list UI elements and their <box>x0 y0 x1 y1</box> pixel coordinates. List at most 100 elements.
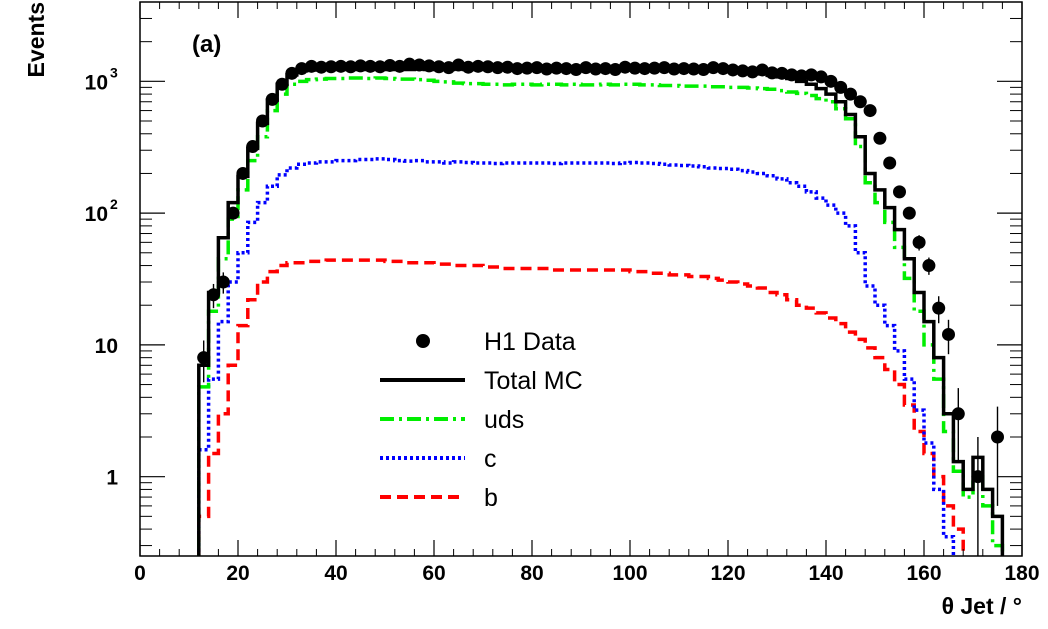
x-tick-label: 20 <box>226 562 249 585</box>
data-point <box>481 60 495 74</box>
data-point <box>932 301 946 315</box>
data-point <box>775 66 789 80</box>
data-point <box>540 62 554 76</box>
x-tick-label: 80 <box>520 562 543 585</box>
y-tick-label: 10 <box>95 335 118 358</box>
series-layer <box>197 57 1005 556</box>
legend-label: b <box>484 484 498 512</box>
data-point <box>844 87 857 101</box>
data-point <box>461 60 475 74</box>
data-point <box>373 60 387 74</box>
y-tick-label: 10 <box>85 71 108 94</box>
data-point <box>354 59 367 73</box>
x-tick-label: 160 <box>906 562 941 585</box>
legend-label: H1 Data <box>484 328 576 356</box>
data-point <box>246 140 260 154</box>
legend-label: c <box>484 445 497 473</box>
data-point <box>863 104 877 118</box>
data-point <box>697 62 710 76</box>
data-point <box>412 58 426 72</box>
x-tick-label: 40 <box>324 562 347 585</box>
data-point <box>687 62 701 76</box>
x-tick-label: 120 <box>710 562 745 585</box>
data-point <box>275 77 289 91</box>
data-point <box>657 61 671 75</box>
data-point <box>716 62 730 76</box>
data-point <box>883 156 897 170</box>
y-tick-exponent: 3 <box>110 64 118 80</box>
data-point <box>755 63 769 77</box>
data-point <box>314 60 328 74</box>
y-tick-label: 10 <box>85 203 108 226</box>
data-point <box>501 60 514 74</box>
data-point <box>873 131 887 145</box>
data-point <box>834 80 848 94</box>
y-tick-exponent: 2 <box>110 196 118 212</box>
data-point <box>589 62 603 76</box>
data-point <box>442 61 456 75</box>
data-point <box>608 62 622 76</box>
data-point <box>265 92 279 106</box>
x-tick-label: 140 <box>808 562 843 585</box>
data-point <box>638 62 652 76</box>
data-point <box>902 206 916 220</box>
data-point <box>648 61 661 75</box>
y-axis-title: Events <box>23 2 49 77</box>
data-point <box>599 62 612 76</box>
data-point <box>795 69 808 83</box>
data-point <box>922 259 936 273</box>
data-point <box>216 275 230 289</box>
data-point <box>344 60 358 74</box>
data-point <box>226 206 240 220</box>
x-tick-label: 60 <box>422 562 445 585</box>
series-b <box>197 258 965 556</box>
y-tick-label: 1 <box>106 467 118 490</box>
data-point <box>912 235 926 249</box>
data-point <box>942 327 955 341</box>
data-point <box>432 60 446 74</box>
data-point <box>853 95 867 109</box>
data-point <box>706 61 720 75</box>
data-point <box>550 61 563 75</box>
data-point <box>422 59 436 73</box>
data-point <box>814 70 828 84</box>
data-point <box>677 62 691 76</box>
data-point <box>305 59 318 73</box>
data-point <box>991 430 1004 444</box>
data-point <box>236 166 250 180</box>
data-point <box>510 62 524 76</box>
data-point <box>667 62 681 76</box>
data-point <box>569 62 583 76</box>
data-point <box>893 185 906 199</box>
data-point <box>736 64 750 78</box>
data-point <box>334 59 348 73</box>
series-uds <box>197 76 1005 556</box>
data-point <box>726 63 740 77</box>
series-total-mc <box>197 67 1005 556</box>
legend-key-h1-data <box>416 334 430 348</box>
data-point <box>452 58 465 72</box>
data-point <box>530 61 544 75</box>
data-point <box>804 68 818 82</box>
data-point <box>363 59 377 73</box>
data-point <box>256 114 269 128</box>
data-point <box>628 61 642 75</box>
legend-label: Total MC <box>484 367 583 395</box>
legend: H1 Data Total MC uds cb <box>380 328 583 512</box>
panel-label: (a) <box>192 31 221 58</box>
data-point <box>951 407 965 421</box>
data-point <box>471 59 485 73</box>
data-point <box>559 62 573 76</box>
series-c <box>197 157 956 556</box>
data-point <box>324 60 338 74</box>
data-point <box>295 62 309 76</box>
x-tick-label: 180 <box>1004 562 1039 585</box>
data-point <box>491 61 505 75</box>
data-point <box>785 68 799 82</box>
data-point <box>207 288 220 302</box>
data-point <box>383 58 397 72</box>
plot-border <box>139 1 1023 557</box>
data-point <box>393 59 407 73</box>
plot-frame <box>139 1 1023 557</box>
